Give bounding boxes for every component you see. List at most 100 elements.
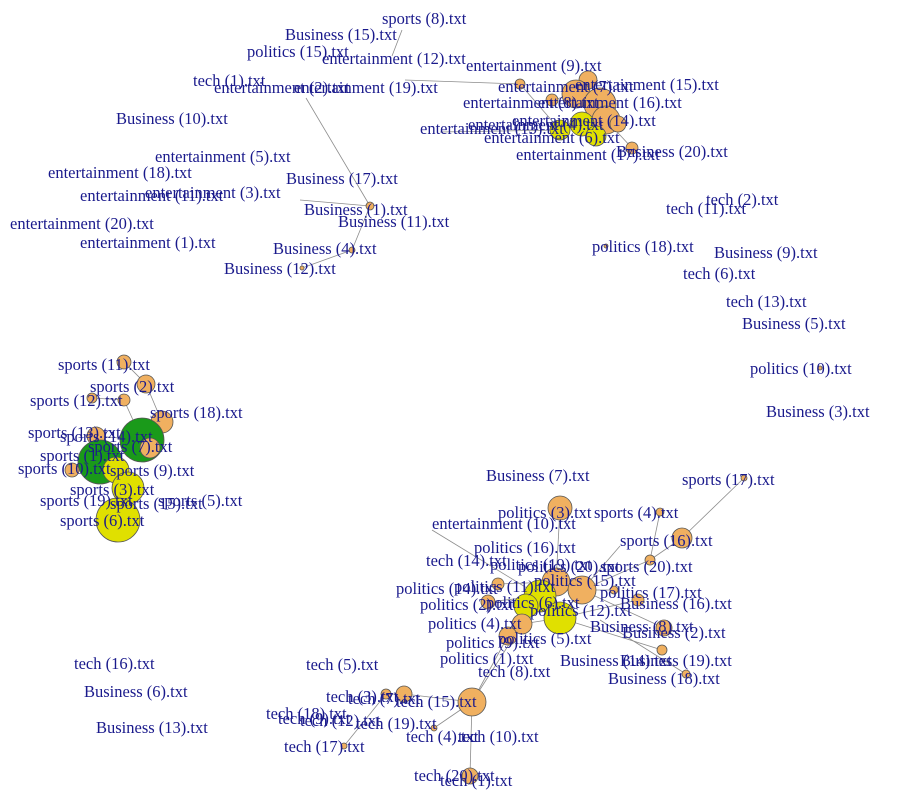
node-label: entertainment (2).txt	[214, 78, 350, 97]
node-label: Business (6).txt	[84, 682, 188, 701]
graph-node	[631, 593, 645, 607]
node-label: Business (11).txt	[338, 212, 450, 231]
graph-edge	[391, 29, 403, 57]
graph-node	[585, 125, 607, 147]
node-label: Business (7).txt	[486, 466, 590, 485]
node-label: politics (15).txt	[534, 571, 636, 590]
graph-node	[116, 354, 132, 370]
graph-node	[740, 474, 748, 482]
graph-nodes	[64, 70, 823, 785]
graph-node	[86, 392, 98, 404]
node-label: Business (12).txt	[224, 259, 336, 278]
node-label: tech (13).txt	[726, 292, 807, 311]
node-label: entertainment (11).txt	[80, 186, 224, 205]
node-label: tech (4).txt	[406, 727, 479, 746]
graph-node	[365, 201, 375, 211]
node-label: politics (2).txt	[420, 595, 514, 614]
node-label: sports (1).txt	[40, 446, 125, 465]
node-label: sports (2).txt	[90, 377, 175, 396]
graph-node	[609, 115, 627, 133]
graph-node	[655, 619, 673, 637]
graph-edge	[581, 589, 665, 629]
node-label: tech (7).txt	[348, 689, 421, 708]
node-label: tech (1).txt	[193, 71, 266, 90]
graph-edge	[439, 129, 561, 133]
graph-node	[461, 767, 479, 785]
node-label: politics (14).txt	[396, 579, 498, 598]
node-label: entertainment (13).txt	[420, 119, 564, 138]
graph-node	[549, 119, 571, 141]
node-label: politics (1).txt	[440, 649, 534, 668]
node-label: politics (10).txt	[750, 359, 852, 378]
node-label: tech (15).txt	[396, 692, 477, 711]
node-label: politics (20).txt	[518, 557, 620, 576]
node-label: Business (8).txt	[590, 617, 694, 636]
node-label: tech (9).txt	[278, 709, 351, 728]
node-label: Business (20).txt	[616, 142, 728, 161]
node-label: tech (16).txt	[74, 654, 155, 673]
node-label: politics (19).txt	[490, 555, 592, 574]
graph-node	[136, 374, 156, 394]
node-label: entertainment (7).txt	[498, 77, 634, 96]
graph-node	[117, 393, 131, 407]
node-label: politics (9).txt	[446, 633, 540, 652]
node-label: sports (18).txt	[150, 403, 243, 422]
graph-edge	[404, 79, 521, 85]
node-label: entertainment (20).txt	[10, 214, 154, 233]
node-label: sports (19).txt	[40, 491, 133, 510]
graph-node	[480, 594, 496, 610]
node-label: tech (12).txt	[300, 711, 381, 730]
node-label: tech (18).txt	[266, 704, 347, 723]
graph-node	[64, 462, 80, 478]
graph-edge	[305, 97, 371, 207]
node-label: entertainment (12).txt	[322, 49, 466, 68]
graph-node	[498, 626, 518, 646]
node-label: sports (9).txt	[110, 461, 195, 480]
node-label: tech (10).txt	[458, 727, 539, 746]
node-label: sports (5).txt	[158, 491, 243, 510]
node-label: entertainment (17).txt	[516, 145, 660, 164]
node-label: tech (8).txt	[478, 662, 551, 681]
node-label: politics (15).txt	[247, 42, 349, 61]
graph-node	[625, 141, 639, 155]
graph-node	[545, 93, 559, 107]
node-label: entertainment (10).txt	[432, 514, 576, 533]
graph-node	[543, 601, 577, 635]
node-label: sports (13).txt	[28, 423, 121, 442]
node-label: entertainment (8).txt	[463, 93, 599, 112]
node-label: entertainment (1).txt	[80, 233, 216, 252]
node-label: sports (14).txt	[60, 427, 153, 446]
node-label: Business (10).txt	[116, 109, 228, 128]
node-label: sports (10).txt	[18, 459, 111, 478]
node-label: sports (20).txt	[600, 557, 693, 576]
node-label: tech (5).txt	[306, 655, 379, 674]
node-label: Business (1).txt	[304, 200, 408, 219]
graph-edge	[649, 511, 661, 561]
graph-node	[656, 644, 668, 656]
graph-node	[395, 685, 413, 703]
node-label: tech (2).txt	[706, 190, 779, 209]
graph-node	[681, 669, 691, 679]
graph-node	[609, 585, 619, 595]
graph-node	[547, 495, 573, 521]
graph-node	[671, 527, 693, 549]
node-label: Business (15).txt	[285, 25, 397, 44]
node-label: Business (2).txt	[622, 623, 726, 642]
graph-node	[644, 554, 656, 566]
node-label: Business (18).txt	[608, 669, 720, 688]
graph-node	[491, 577, 505, 591]
node-label: entertainment (9).txt	[466, 56, 602, 75]
node-label: tech (19).txt	[356, 714, 437, 733]
node-label: tech (1).txt	[440, 771, 513, 790]
node-label: sports (15).txt	[110, 494, 203, 513]
node-label: entertainment (14).txt	[512, 111, 656, 130]
node-label: sports (17).txt	[682, 470, 775, 489]
graph-node	[511, 613, 533, 635]
node-label: tech (14).txt	[426, 551, 507, 570]
node-label: sports (11).txt	[58, 355, 150, 374]
node-label: tech (20).txt	[414, 766, 495, 785]
node-label: politics (3).txt	[498, 503, 592, 522]
graph-edge	[301, 249, 353, 269]
node-label: entertainment (15).txt	[575, 75, 719, 94]
